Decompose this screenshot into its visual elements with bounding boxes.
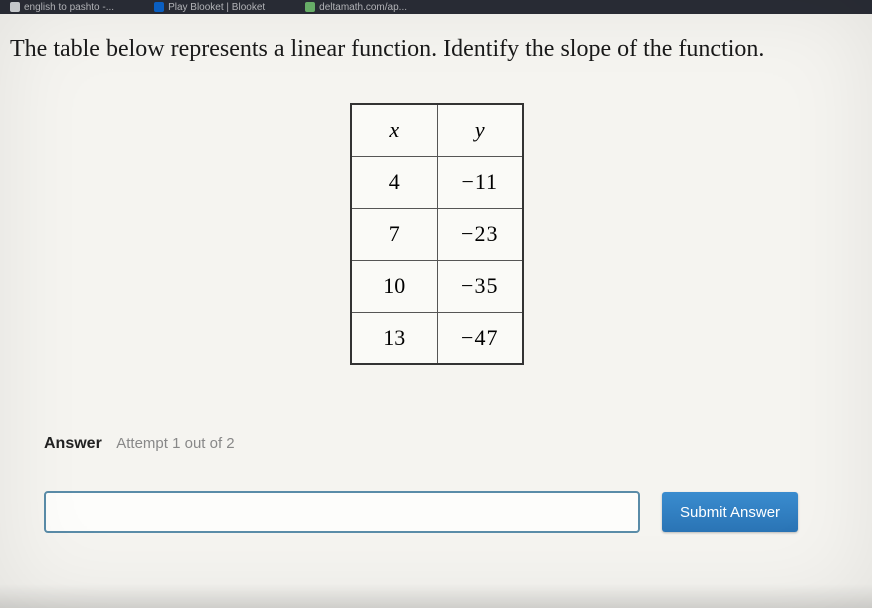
- table-row: 4 −11: [351, 156, 523, 208]
- answer-row: Submit Answer: [44, 491, 830, 533]
- tab-label: Play Blooket | Blooket: [168, 2, 265, 13]
- browser-tab[interactable]: deltamath.com/ap...: [305, 2, 407, 13]
- browser-tab[interactable]: english to pashto -...: [10, 2, 114, 13]
- tab-favicon-icon: [10, 2, 20, 12]
- table-row: 13 −47: [351, 312, 523, 364]
- browser-tab[interactable]: Play Blooket | Blooket: [154, 2, 265, 13]
- table-row: 7 −23: [351, 208, 523, 260]
- browser-tab-strip: english to pashto -... Play Blooket | Bl…: [0, 0, 872, 14]
- answer-label: Answer: [44, 435, 102, 452]
- bottom-shadow: [0, 584, 872, 608]
- column-header-x: x: [351, 104, 437, 156]
- answer-heading: Answer Attempt 1 out of 2: [44, 435, 830, 453]
- cell-x: 7: [351, 208, 437, 260]
- column-header-y: y: [437, 104, 523, 156]
- tab-label: deltamath.com/ap...: [319, 2, 407, 13]
- cell-x: 13: [351, 312, 437, 364]
- tab-label: english to pashto -...: [24, 2, 114, 13]
- cell-x: 4: [351, 156, 437, 208]
- cell-x: 10: [351, 260, 437, 312]
- table-header-row: x y: [351, 104, 523, 156]
- cell-y: −47: [437, 312, 523, 364]
- table-container: x y 4 −11 7 −23 10 −35 13 −47: [10, 103, 864, 365]
- attempt-counter: Attempt 1 out of 2: [116, 435, 234, 452]
- answer-input[interactable]: [44, 491, 640, 533]
- cell-y: −35: [437, 260, 523, 312]
- question-area: The table below represents a linear func…: [0, 14, 872, 533]
- answer-section: Answer Attempt 1 out of 2 Submit Answer: [10, 435, 864, 533]
- table-row: 10 −35: [351, 260, 523, 312]
- question-text: The table below represents a linear func…: [10, 34, 864, 65]
- function-table: x y 4 −11 7 −23 10 −35 13 −47: [350, 103, 524, 365]
- cell-y: −23: [437, 208, 523, 260]
- tab-favicon-icon: [305, 2, 315, 12]
- tab-favicon-icon: [154, 2, 164, 12]
- submit-answer-button[interactable]: Submit Answer: [662, 492, 798, 532]
- cell-y: −11: [437, 156, 523, 208]
